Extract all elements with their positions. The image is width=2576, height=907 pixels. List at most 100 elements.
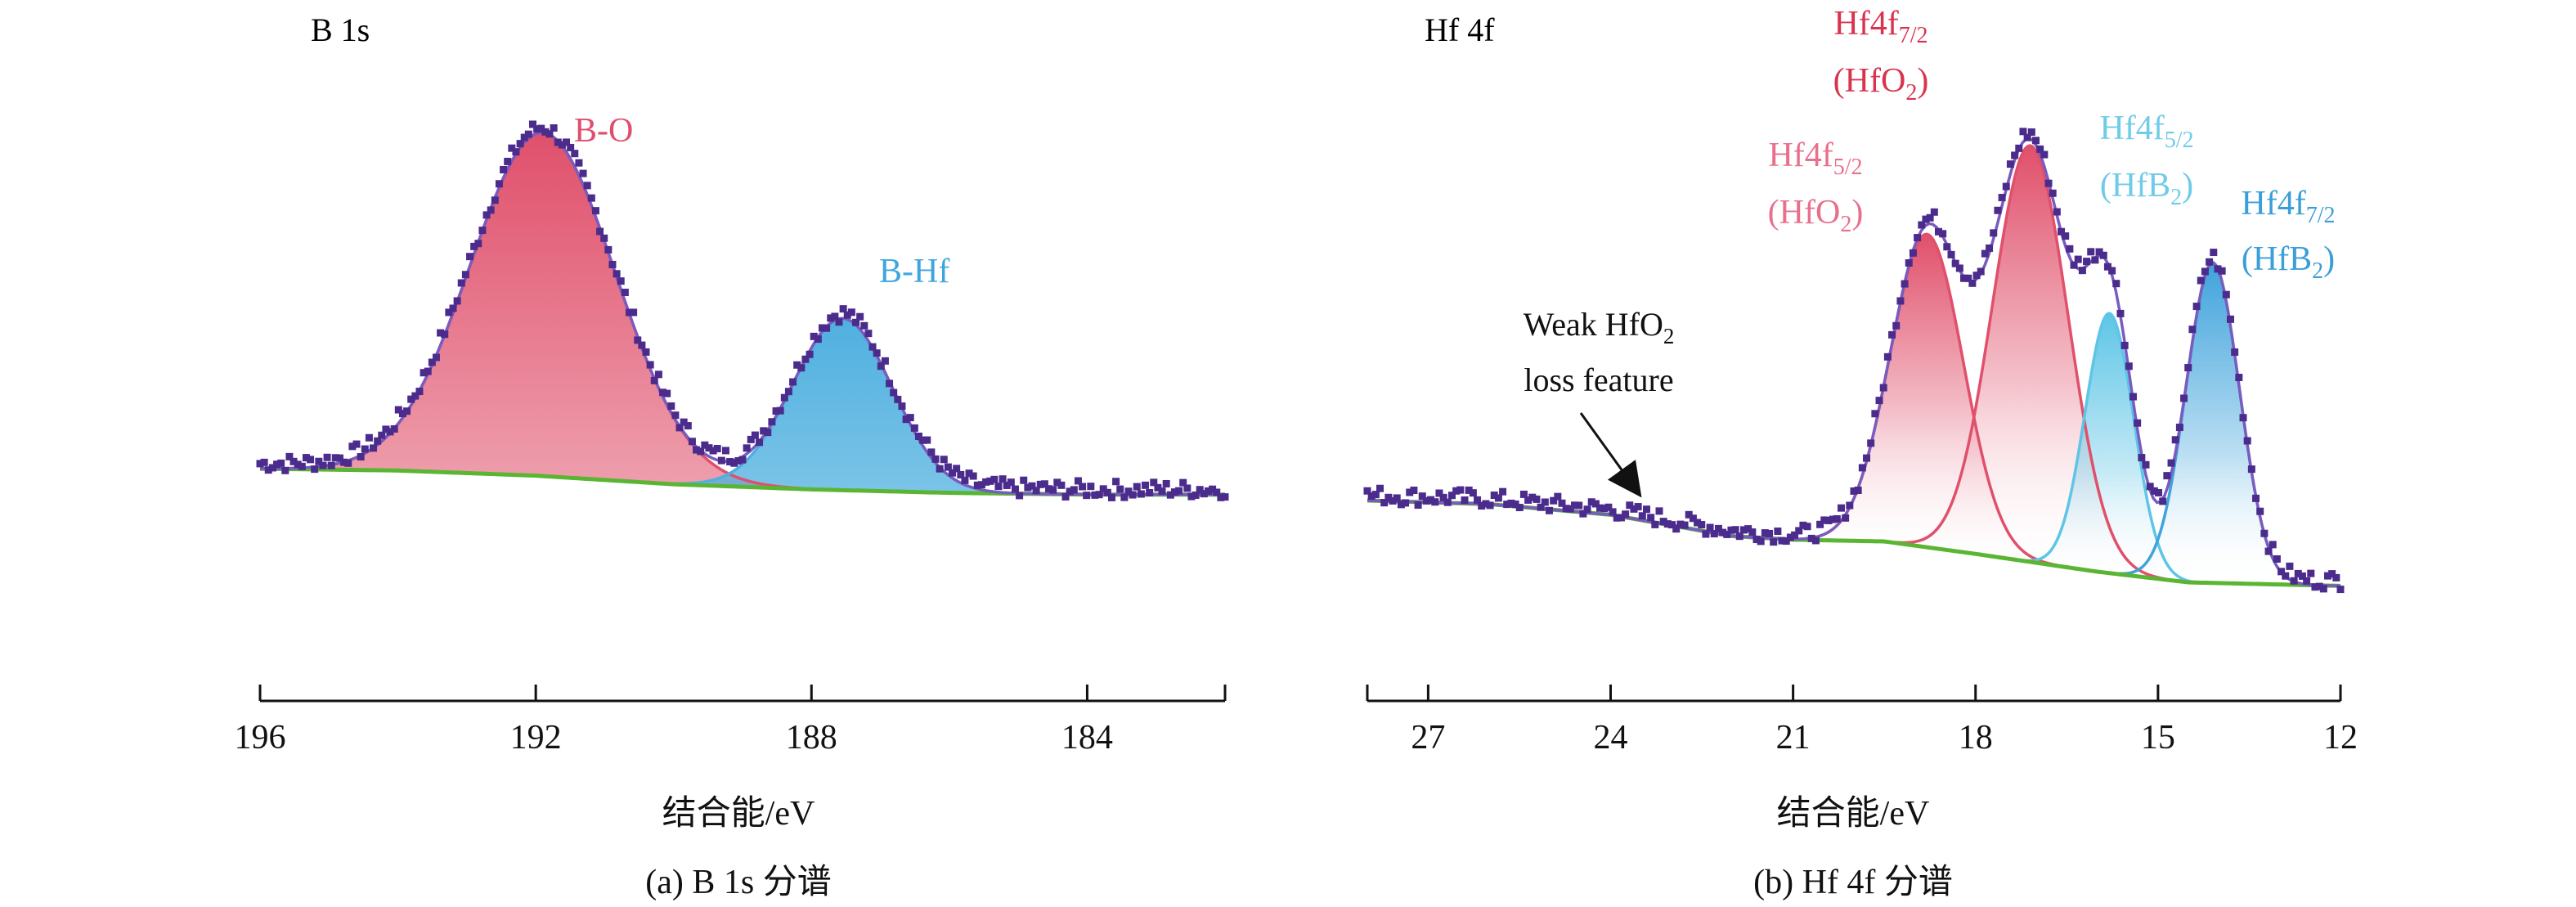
raw-point <box>1183 484 1192 492</box>
raw-point <box>1752 536 1761 544</box>
raw-point <box>2243 437 2251 445</box>
raw-point <box>2256 507 2264 515</box>
raw-point <box>1554 492 1562 501</box>
raw-point <box>910 424 918 432</box>
raw-point <box>1990 229 1998 237</box>
raw-point <box>1981 249 1989 258</box>
raw-point <box>1112 478 1120 486</box>
raw-point <box>1124 487 1133 496</box>
raw-point <box>1099 485 1107 493</box>
raw-point <box>1833 514 1841 523</box>
raw-point <box>1137 490 1145 498</box>
raw-point <box>575 159 583 167</box>
raw-point <box>1402 499 1410 507</box>
x-tick-label-15: 15 <box>2141 719 2175 757</box>
raw-point <box>1883 352 1892 361</box>
raw-point <box>1854 486 1862 494</box>
raw-point <box>1494 494 1502 502</box>
raw-point <box>1175 487 1183 495</box>
raw-point <box>852 318 860 326</box>
raw-point <box>1061 492 1070 501</box>
raw-point <box>264 466 272 474</box>
raw-point <box>2163 472 2171 480</box>
raw-point <box>1087 483 1095 491</box>
raw-point <box>563 138 571 146</box>
raw-point <box>1384 493 1393 501</box>
raw-point <box>600 234 608 242</box>
raw-point <box>1363 487 1371 495</box>
raw-point <box>898 402 906 411</box>
raw-point <box>1103 488 1111 496</box>
raw-point <box>965 469 973 478</box>
raw-point <box>1465 486 1473 494</box>
raw-point <box>2074 255 2082 263</box>
raw-point <box>2323 572 2331 580</box>
raw-point <box>1209 485 1217 493</box>
raw-point <box>2311 583 2319 591</box>
raw-point <box>1016 492 1024 500</box>
raw-point <box>630 308 638 317</box>
raw-point <box>823 324 831 332</box>
raw-point <box>558 141 566 149</box>
raw-point <box>919 436 927 444</box>
raw-point <box>881 357 889 365</box>
component-fill-1 <box>663 318 1021 494</box>
raw-point <box>784 388 792 396</box>
raw-point <box>2015 144 2023 152</box>
raw-point <box>621 288 629 296</box>
raw-point <box>2116 309 2125 317</box>
raw-point <box>508 144 516 152</box>
raw-point <box>1630 505 1638 513</box>
raw-point <box>1867 439 1875 447</box>
raw-point <box>1397 501 1405 509</box>
x-tick-label-192: 192 <box>510 719 562 757</box>
raw-point <box>541 128 550 136</box>
raw-point <box>680 418 688 426</box>
raw-point <box>936 465 944 473</box>
raw-point <box>1714 524 1722 532</box>
raw-point <box>810 332 818 340</box>
raw-point <box>1550 496 1558 505</box>
raw-point <box>294 460 302 469</box>
hf4f52-hfo2-label-line1: Hf4f5/2 <box>1768 137 1862 180</box>
raw-point <box>1150 478 1158 487</box>
raw-point <box>1435 489 1443 497</box>
raw-point <box>2247 465 2255 474</box>
raw-point <box>453 297 461 305</box>
raw-point <box>516 140 524 148</box>
raw-point <box>415 388 424 396</box>
raw-point <box>1170 488 1178 496</box>
raw-point <box>1049 486 1057 494</box>
raw-point <box>352 440 361 448</box>
raw-point <box>1757 537 1765 546</box>
raw-point <box>1766 529 1774 537</box>
raw-point <box>273 460 281 469</box>
raw-point <box>2286 562 2294 570</box>
raw-point <box>730 459 738 467</box>
raw-point <box>1846 501 1854 510</box>
raw-point <box>361 445 369 453</box>
raw-point <box>1524 496 1533 504</box>
raw-point <box>2044 179 2053 187</box>
raw-point <box>2146 483 2154 491</box>
raw-point <box>726 458 734 466</box>
loss-feature-annotation-line2: loss feature <box>1524 361 1673 398</box>
raw-point <box>994 483 1003 491</box>
raw-point <box>457 279 465 287</box>
raw-point <box>2222 290 2230 299</box>
raw-point <box>583 182 591 190</box>
raw-point <box>961 476 969 484</box>
raw-point <box>357 453 365 461</box>
raw-point <box>1930 208 1938 216</box>
raw-point <box>1074 477 1082 485</box>
raw-point <box>348 442 357 451</box>
raw-point <box>1133 483 1141 491</box>
raw-point <box>1782 537 1790 546</box>
raw-point <box>1066 487 1074 496</box>
raw-point <box>424 367 432 375</box>
raw-point <box>999 475 1007 483</box>
raw-point <box>1418 492 1426 501</box>
raw-point <box>776 406 784 415</box>
raw-point <box>1655 507 1663 515</box>
raw-point <box>1837 504 1845 512</box>
